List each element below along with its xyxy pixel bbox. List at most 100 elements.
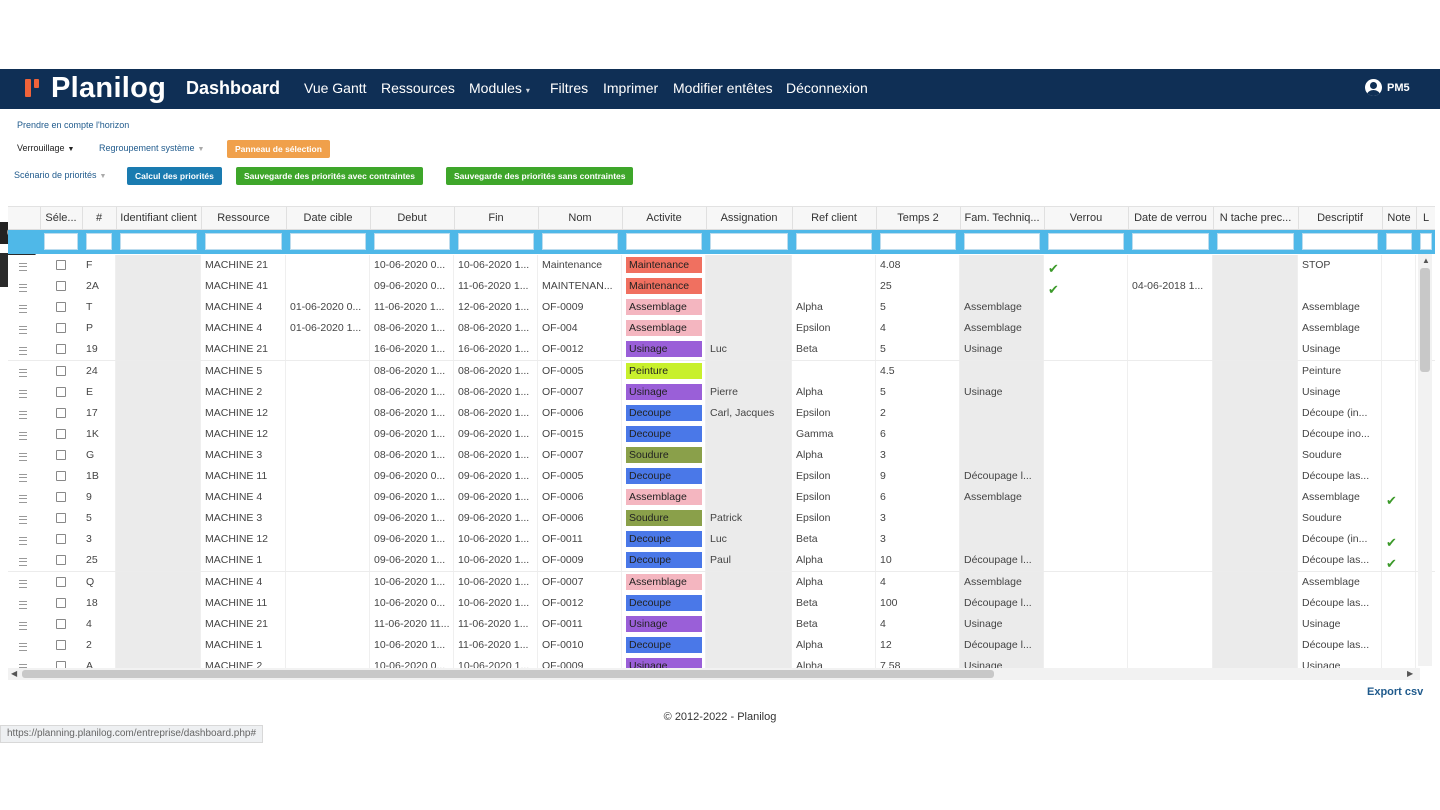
column-header[interactable]: Date cible xyxy=(286,207,371,229)
table-row[interactable]: Q MACHINE 4 10-06-2020 1... 10-06-2020 1...… xyxy=(8,571,1435,594)
table-cell[interactable] xyxy=(1382,402,1416,424)
table-row[interactable]: 1B MACHINE 11 09-06-2020 0... 09-06-2020 1.… xyxy=(8,466,1435,488)
table-cell[interactable] xyxy=(1044,508,1128,530)
table-cell[interactable]: 3 xyxy=(876,508,960,530)
table-cell[interactable]: 4 xyxy=(876,613,960,635)
table-cell[interactable] xyxy=(116,339,201,361)
table-cell[interactable]: 1K xyxy=(82,423,116,445)
row-select-checkbox[interactable] xyxy=(56,576,66,587)
table-cell[interactable]: OF-0006 xyxy=(538,402,622,424)
table-cell[interactable]: 12 xyxy=(876,634,960,656)
table-cell[interactable] xyxy=(706,571,792,593)
column-header[interactable]: Séle... xyxy=(40,207,83,229)
table-cell[interactable] xyxy=(286,381,370,403)
nav-filtres[interactable]: Filtres xyxy=(550,80,589,96)
horizontal-scrollbar[interactable]: ◀ ▶ xyxy=(8,668,1420,680)
table-cell[interactable]: 16-06-2020 1... xyxy=(454,339,538,361)
table-cell[interactable] xyxy=(116,402,201,424)
table-cell[interactable]: MACHINE 3 xyxy=(201,508,286,530)
table-cell[interactable]: Usinage xyxy=(1298,655,1382,669)
table-cell[interactable] xyxy=(1044,423,1128,445)
table-cell[interactable]: 09-06-2020 1... xyxy=(370,529,454,551)
table-cell[interactable]: 08-06-2020 1... xyxy=(370,402,454,424)
column-filter-input[interactable] xyxy=(1048,233,1124,250)
table-cell[interactable]: Q xyxy=(82,571,116,593)
column-filter-input[interactable] xyxy=(880,233,956,250)
column-filter-input[interactable] xyxy=(120,233,197,250)
table-cell[interactable]: Beta xyxy=(792,529,876,551)
table-cell[interactable] xyxy=(1213,423,1298,445)
table-cell[interactable]: 10-06-2020 1... xyxy=(454,255,538,276)
table-cell[interactable]: Soudure xyxy=(622,508,706,530)
table-cell[interactable]: OF-0005 xyxy=(538,466,622,487)
table-cell[interactable]: 24 xyxy=(82,360,116,382)
column-filter-input[interactable] xyxy=(1420,233,1432,250)
row-select-checkbox[interactable] xyxy=(56,344,66,355)
table-cell[interactable] xyxy=(1128,381,1213,403)
table-cell[interactable] xyxy=(1044,318,1128,340)
table-cell[interactable] xyxy=(960,255,1044,276)
column-header[interactable]: Ref client xyxy=(792,207,877,229)
export-csv-link[interactable]: Export csv xyxy=(1367,686,1424,698)
column-filter-input[interactable] xyxy=(796,233,872,250)
table-cell[interactable]: 01-06-2020 1... xyxy=(286,318,370,340)
table-cell[interactable]: MACHINE 4 xyxy=(201,297,286,319)
table-row[interactable]: A MACHINE 2 10-06-2020 0... 10-06-2020 1...… xyxy=(8,655,1435,669)
table-cell[interactable]: 4.08 xyxy=(876,255,960,276)
table-cell[interactable] xyxy=(1382,634,1416,656)
table-cell[interactable]: 08-06-2020 1... xyxy=(370,444,454,466)
row-select-checkbox[interactable] xyxy=(56,660,66,669)
table-cell[interactable]: 19 xyxy=(82,339,116,361)
table-cell[interactable]: Usinage xyxy=(622,655,706,669)
row-select-checkbox[interactable] xyxy=(56,386,66,397)
table-cell[interactable]: 09-06-2020 1... xyxy=(370,423,454,445)
table-cell[interactable] xyxy=(706,466,792,487)
table-cell[interactable]: Alpha xyxy=(792,571,876,593)
table-cell[interactable] xyxy=(1213,402,1298,424)
table-cell[interactable]: 4 xyxy=(876,318,960,340)
table-cell[interactable] xyxy=(1213,381,1298,403)
table-cell[interactable]: Assemblage xyxy=(960,571,1044,593)
table-cell[interactable]: T xyxy=(82,297,116,319)
column-filter-input[interactable] xyxy=(86,233,112,250)
column-header[interactable]: Temps 2 xyxy=(876,207,961,229)
table-cell[interactable] xyxy=(1128,571,1213,593)
table-cell[interactable] xyxy=(116,550,201,572)
table-cell[interactable]: 10-06-2020 0... xyxy=(370,655,454,669)
drag-handle-icon[interactable] xyxy=(19,516,27,525)
table-cell[interactable]: 10-06-2020 1... xyxy=(454,550,538,572)
table-cell[interactable] xyxy=(1213,466,1298,487)
table-row[interactable]: 1K MACHINE 12 09-06-2020 1... 09-06-2020 1.… xyxy=(8,423,1435,446)
table-cell[interactable]: MACHINE 12 xyxy=(201,423,286,445)
table-row[interactable]: 18 MACHINE 11 10-06-2020 0... 10-06-2020 1.… xyxy=(8,592,1435,615)
table-cell[interactable]: OF-0006 xyxy=(538,508,622,530)
table-cell[interactable] xyxy=(116,276,201,298)
scroll-up-icon[interactable]: ▲ xyxy=(1422,256,1430,265)
table-cell[interactable]: Alpha xyxy=(792,381,876,403)
table-cell[interactable]: Usinage xyxy=(960,381,1044,403)
table-cell[interactable] xyxy=(1213,255,1298,276)
table-cell[interactable]: 10-06-2020 1... xyxy=(454,592,538,614)
table-cell[interactable]: OF-0015 xyxy=(538,423,622,445)
table-cell[interactable]: 3 xyxy=(876,529,960,551)
table-row[interactable]: 9 MACHINE 4 09-06-2020 1... 09-06-2020 1...… xyxy=(8,487,1435,510)
table-cell[interactable]: 5 xyxy=(876,297,960,319)
table-cell[interactable] xyxy=(1044,550,1128,572)
row-select-checkbox[interactable] xyxy=(56,323,66,334)
table-cell[interactable]: ✔ xyxy=(1044,276,1128,298)
column-header[interactable]: Identifiant client xyxy=(116,207,202,229)
table-cell[interactable] xyxy=(706,276,792,298)
table-cell[interactable]: 09-06-2020 1... xyxy=(370,487,454,509)
table-cell[interactable]: A xyxy=(82,655,116,669)
scenario-dropdown[interactable]: Scénario de priorités ▼ xyxy=(14,170,106,180)
table-cell[interactable] xyxy=(286,402,370,424)
table-cell[interactable]: 11-06-2020 11... xyxy=(370,613,454,635)
table-cell[interactable]: MACHINE 4 xyxy=(201,571,286,593)
table-cell[interactable]: OF-0012 xyxy=(538,592,622,614)
user-menu[interactable]: PM5 xyxy=(1365,79,1410,96)
table-cell[interactable]: ✔ xyxy=(1382,529,1416,551)
table-cell[interactable] xyxy=(1128,613,1213,635)
table-cell[interactable]: 11-06-2020 1... xyxy=(370,297,454,319)
table-cell[interactable]: 08-06-2020 1... xyxy=(370,381,454,403)
table-cell[interactable] xyxy=(1213,276,1298,298)
